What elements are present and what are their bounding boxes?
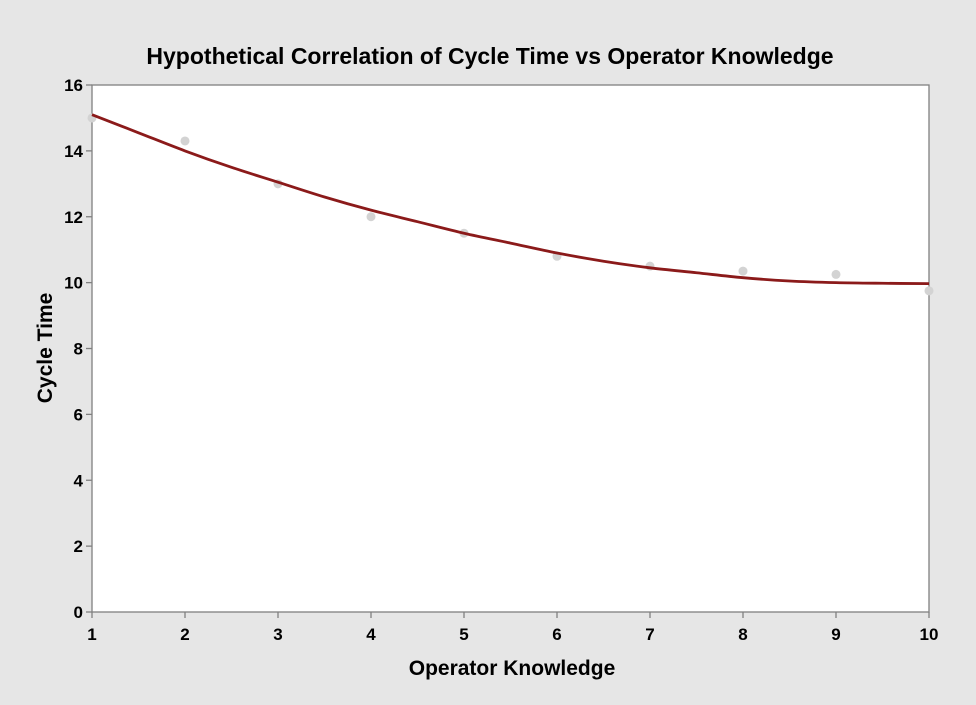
x-axis-label: Operator Knowledge [409,657,616,680]
y-tick-label: 4 [74,471,84,490]
y-tick-label: 2 [74,537,83,556]
x-axis: 1 2 3 4 5 6 7 8 9 10 [87,612,938,644]
x-tick-label: 8 [738,625,747,644]
data-point [366,212,376,222]
x-tick-label: 2 [180,625,189,644]
x-tick-label: 7 [645,625,654,644]
y-axis: 0 2 4 6 8 10 12 14 16 [64,76,92,622]
y-tick-label: 6 [74,405,83,424]
y-tick-label: 16 [64,76,83,95]
data-point [180,136,190,146]
fit-line [91,113,930,286]
x-tick-label: 3 [273,625,282,644]
y-tick-label: 14 [64,142,83,161]
x-tick-label: 10 [920,625,939,644]
data-point [738,266,748,276]
y-tick-label: 8 [74,340,83,359]
x-tick-label: 4 [366,625,376,644]
x-tick-label: 6 [552,625,561,644]
plot-area [91,84,930,613]
y-tick-label: 12 [64,208,83,227]
x-tick-label: 5 [459,625,468,644]
x-tick-label: 9 [831,625,840,644]
chart-title: Hypothetical Correlation of Cycle Time v… [146,43,833,69]
y-axis-label: Cycle Time [34,293,57,404]
data-point [924,286,934,296]
y-tick-label: 0 [74,603,83,622]
x-tick-label: 1 [87,625,96,644]
data-point [831,269,841,279]
y-tick-label: 10 [64,274,83,293]
